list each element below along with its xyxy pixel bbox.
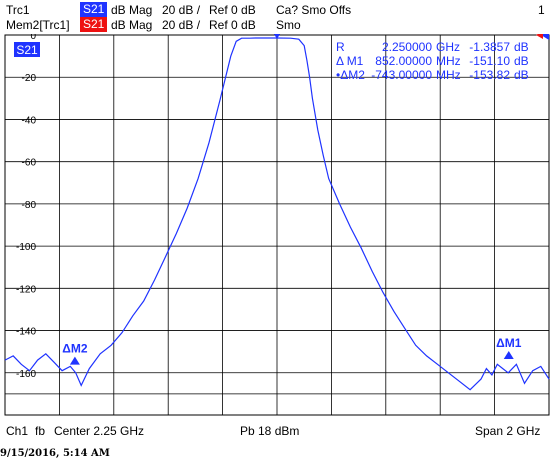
trace-line — [4, 37, 550, 391]
marker-triangle — [69, 356, 80, 365]
source-power[interactable]: Pb 18 dBm — [240, 424, 300, 438]
y-tick-label: -80 — [22, 200, 37, 211]
channel-label[interactable]: Ch1 — [6, 424, 29, 438]
marker-readout-y-value: -1.3857 — [469, 40, 510, 54]
y-tick-label: 0 — [30, 34, 36, 42]
trace-label-badge[interactable] — [14, 42, 40, 57]
marker-readout-name: Δ M1 — [336, 54, 364, 68]
marker-readout-y-value: -151.10 — [469, 54, 510, 68]
marker-triangle — [503, 350, 514, 359]
channel-footer: Ch1 fb Center 2.25 GHz Pb 18 dBm Span 2 … — [0, 423, 553, 439]
y-tick-label: -140 — [16, 327, 36, 338]
marker-readout-y-unit: dB — [514, 68, 529, 82]
marker-readout-x-unit: GHz — [436, 40, 460, 54]
marker-readout-y-unit: dB — [514, 40, 529, 54]
marker-readout-x-value: 2.250000 — [382, 40, 432, 54]
reference-level-arrow-red — [536, 34, 543, 39]
marker-2[interactable]: ΔM2 — [62, 342, 88, 365]
marker-readout-x-value: -743.00000 — [371, 68, 432, 82]
trace-header-1: Trc1 S21 dB Mag 20 dB / Ref 0 dB Ca? Smo… — [0, 2, 553, 18]
trace-param-badge[interactable]: S21 — [80, 2, 108, 17]
trace-header-2: Mem2[Trc1] S21 dB Mag 20 dB / Ref 0 dB S… — [0, 17, 553, 33]
marker-readout-y-unit: dB — [514, 54, 529, 68]
y-tick-label: -120 — [16, 284, 36, 295]
trace-ref: Ref 0 dB — [209, 3, 256, 17]
trace-name[interactable]: Mem2[Trc1] — [6, 18, 70, 32]
marker-readout-table: R 2.250000 GHz -1.3857 dB Δ M1 852.00000 MHz -15… — [336, 40, 529, 82]
trace-format: dB Mag — [111, 3, 153, 17]
y-tick-label: -40 — [22, 115, 37, 126]
trace-name[interactable]: Trc1 — [6, 3, 30, 17]
trace-param-badge[interactable]: S21 — [80, 17, 108, 32]
marker-readout-x-unit: MHz — [436, 54, 461, 68]
trace-scale: 20 dB / — [162, 3, 201, 17]
marker-readout-x-unit: MHz — [436, 68, 461, 82]
trace-scale: 20 dB / — [162, 18, 201, 32]
trace-extra: Smo — [276, 18, 301, 32]
filter-label: fb — [35, 424, 46, 438]
trace-format: dB Mag — [111, 18, 153, 32]
marker-label: ΔM2 — [62, 342, 88, 356]
timestamp: 9/15/2016, 5:14 AM — [0, 448, 110, 459]
trace-extra: Ca? Smo Offs — [276, 3, 352, 17]
center-frequency[interactable]: Center 2.25 GHz — [54, 424, 145, 438]
marker-0[interactable]: R — [272, 34, 282, 39]
y-tick-label: -20 — [22, 73, 37, 84]
s21-plot[interactable]: 0 -20 -40 -60 -80 -100 -120 -140 -160 S21 R ΔM1 ΔM2 R… — [0, 34, 553, 422]
y-tick-label: -160 — [16, 369, 36, 380]
trace-ref: Ref 0 dB — [209, 18, 256, 32]
frequency-span[interactable]: Span 2 GHz — [475, 424, 541, 438]
marker-readout-name: •ΔM2 — [336, 68, 365, 82]
marker-triangle — [273, 34, 281, 39]
marker-readout-name: R — [336, 40, 345, 54]
marker-1[interactable]: ΔM1 — [496, 336, 522, 359]
marker-label: ΔM1 — [496, 336, 522, 350]
marker-readout-y-value: -153.82 — [469, 68, 510, 82]
channel-number: 1 — [538, 3, 545, 17]
y-tick-label: -60 — [22, 158, 37, 169]
trace-label-text: S21 — [16, 43, 38, 57]
marker-readout-x-value: 852.00000 — [375, 54, 432, 68]
y-tick-label: -100 — [16, 242, 36, 253]
